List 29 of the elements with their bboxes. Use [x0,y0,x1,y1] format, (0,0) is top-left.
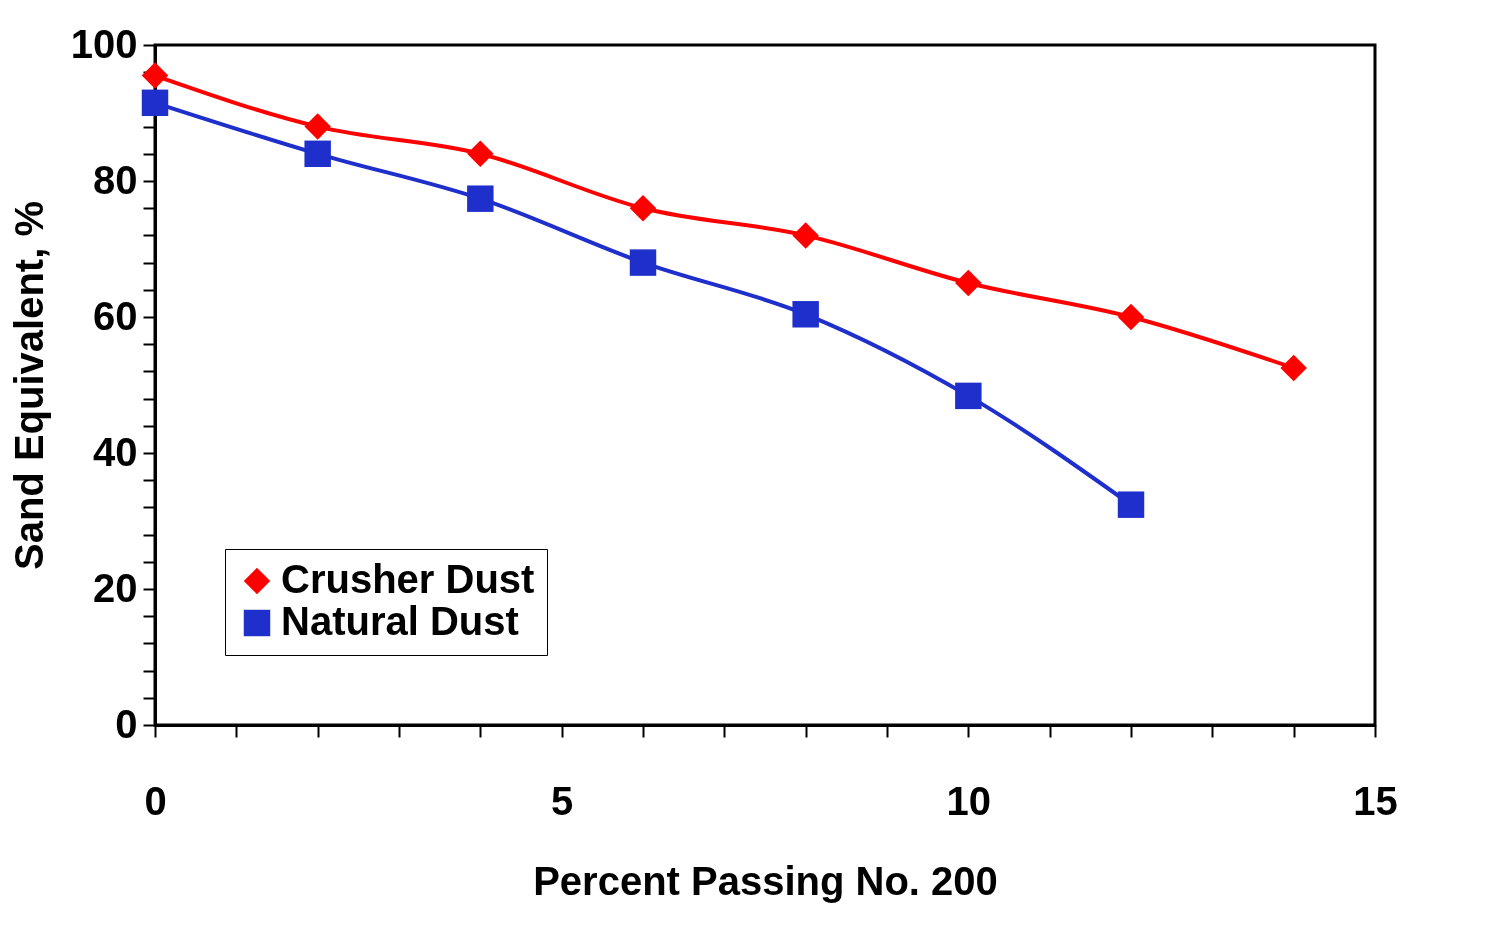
point [304,140,331,168]
x-tick-label: 15 [1353,778,1398,823]
y-tick-label: 60 [93,293,138,338]
point [629,194,657,222]
x-axis-title: Percent Passing No. 200 [533,858,998,903]
point [955,269,982,297]
point [467,140,494,168]
point [1280,354,1307,382]
y-tick-label: 20 [93,565,138,610]
y-axis-title: Sand Equivalent, % [6,201,51,570]
y-tick-label: 40 [93,429,138,474]
y-tick-label: 100 [70,21,138,66]
point [792,222,819,249]
y-tick-label: 80 [93,157,138,202]
point [1117,491,1145,518]
point [141,62,169,89]
x-tick-label: 0 [144,778,167,823]
x-tick-label: 5 [551,778,574,823]
point [792,301,819,328]
legend-label: Natural Dust [281,599,519,643]
y-tick-label: 0 [115,701,138,746]
point [304,113,331,140]
point [1117,303,1145,331]
point [141,89,169,117]
point [629,249,657,276]
legend-label: Crusher Dust [281,557,535,601]
point [467,185,494,212]
x-tick-label: 10 [946,778,992,823]
point [955,382,982,410]
